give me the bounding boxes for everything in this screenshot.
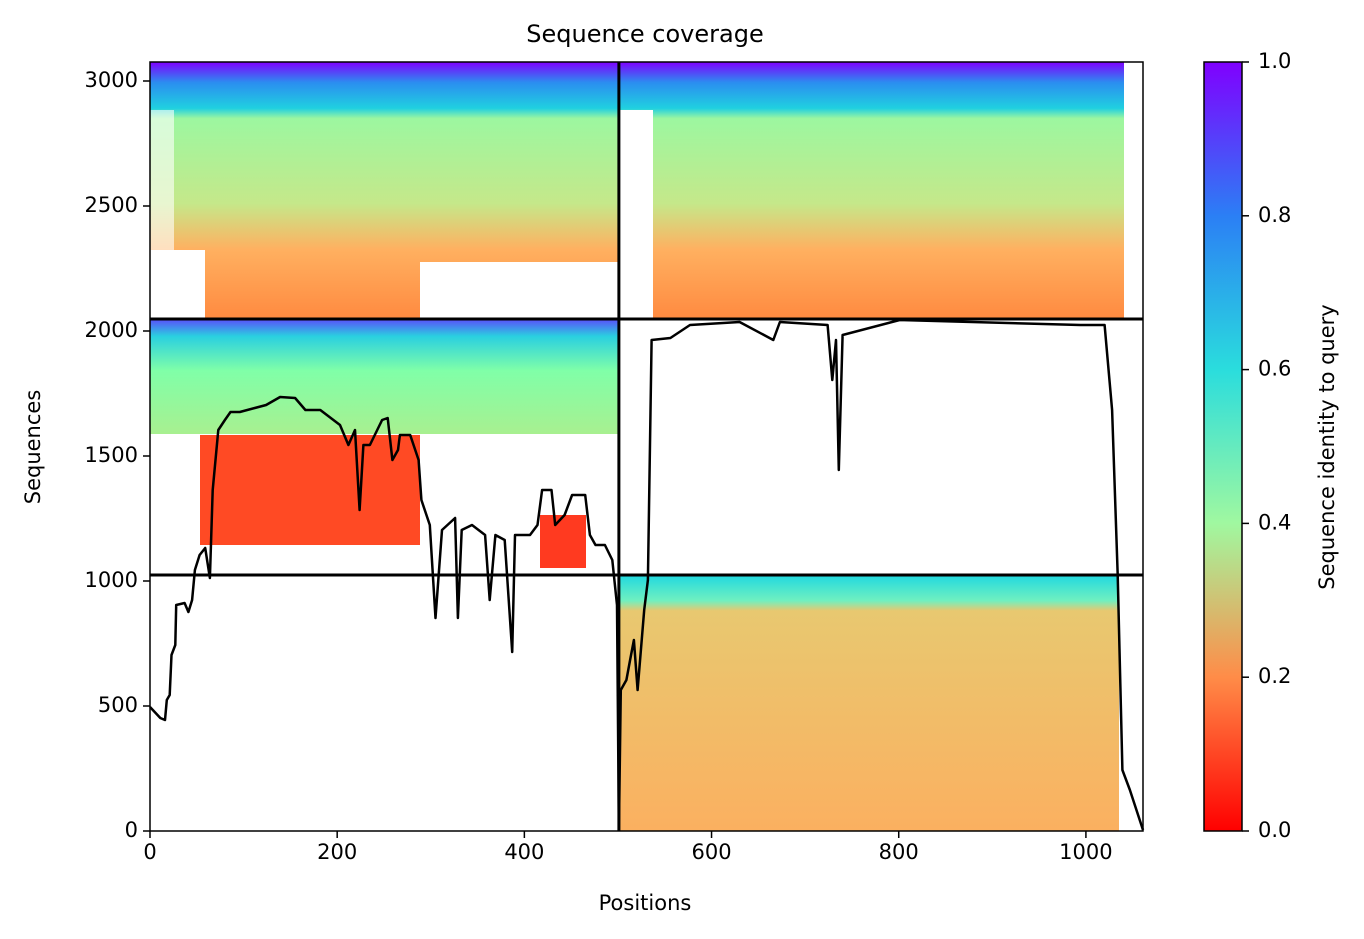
plot-frame [149,61,1144,832]
msa-block [540,515,586,568]
msa-block [150,319,619,434]
x-axis-label: Positions [599,891,692,915]
colorbar-tick-label: 0.6 [1258,357,1291,381]
chart-title: Sequence coverage [526,20,763,48]
x-tick-label: 200 [317,840,357,864]
coverage-line [149,318,1145,832]
colorbar-label: Sequence identity to query [1315,304,1339,589]
msa-block [619,62,1124,319]
y-tick-label: 2000 [85,318,138,342]
y-tick-label: 500 [98,693,138,717]
msa-block [200,435,420,545]
y-tick-label: 0 [125,818,138,842]
x-tick-label: 600 [691,840,731,864]
colorbar-tick-label: 1.0 [1258,49,1291,73]
x-tick-label: 400 [504,840,544,864]
msa-gap [150,110,174,250]
colorbar-tick-label: 0.0 [1258,818,1291,842]
y-axis-label: Sequences [21,390,45,505]
msa-heatmap [150,62,1124,831]
colorbar-tick-label: 0.2 [1258,664,1291,688]
y-tick-label: 3000 [85,68,138,92]
msa-gap [150,250,205,319]
y-tick-label: 2500 [85,193,138,217]
colorbar-tick-label: 0.8 [1258,203,1291,227]
x-tick-label: 1000 [1059,840,1112,864]
y-tick-label: 1500 [85,443,138,467]
x-tick-label: 0 [143,840,156,864]
x-tick-label: 800 [879,840,919,864]
msa-gap [420,262,619,319]
msa-gap [619,110,653,319]
colorbar-tick-label: 0.4 [1258,510,1291,534]
y-tick-label: 1000 [85,568,138,592]
colorbar [1203,61,1243,832]
msa-block [619,575,1119,831]
